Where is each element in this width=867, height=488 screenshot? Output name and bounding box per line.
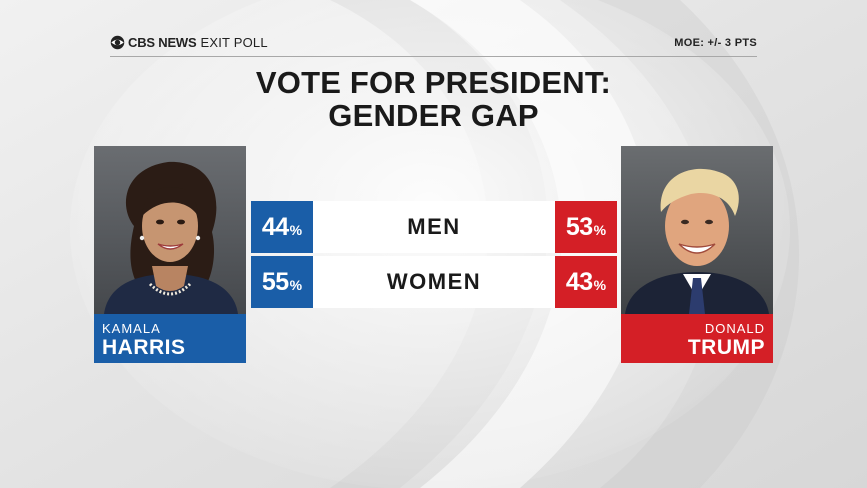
trump-last-name: TRUMP bbox=[687, 336, 765, 359]
trump-value-men: 53 bbox=[565, 212, 593, 241]
brand-name: CBS NEWS bbox=[128, 35, 197, 50]
harris-photo bbox=[94, 146, 246, 314]
header-bar: CBS NEWS EXIT POLL MOE: +/- 3 PTS bbox=[110, 34, 757, 57]
trump-value-cell: 43% bbox=[555, 256, 617, 308]
margin-of-error: MOE: +/- 3 PTS bbox=[674, 37, 757, 49]
percent-sign: % bbox=[289, 221, 303, 238]
trump-photo bbox=[621, 146, 773, 314]
category-label-men: MEN bbox=[313, 201, 555, 253]
harris-first-name: KAMALA bbox=[102, 321, 161, 336]
percent-sign: % bbox=[289, 276, 303, 293]
brand-logo: CBS NEWS EXIT POLL bbox=[110, 35, 268, 50]
chart-title-line-2: GENDER GAP bbox=[328, 98, 539, 133]
header-divider bbox=[110, 56, 757, 57]
chart-title: VOTE FOR PRESIDENT: GENDER GAP bbox=[0, 66, 867, 132]
harris-value-men: 44 bbox=[261, 212, 289, 241]
harris-value-cell: 44% bbox=[251, 201, 313, 253]
harris-value-women: 55 bbox=[261, 267, 289, 296]
percent-sign: % bbox=[593, 276, 607, 293]
trump-value-cell: 53% bbox=[555, 201, 617, 253]
chart-title-line-1: VOTE FOR PRESIDENT: bbox=[255, 65, 612, 100]
trump-value-women: 43 bbox=[565, 267, 593, 296]
category-label-women: WOMEN bbox=[313, 256, 555, 308]
harris-value-cell: 55% bbox=[251, 256, 313, 308]
table-row: 44% MEN 53% bbox=[251, 201, 617, 253]
cbs-eye-icon bbox=[110, 35, 125, 50]
percent-sign: % bbox=[593, 221, 607, 238]
brand-section: EXIT POLL bbox=[200, 35, 268, 50]
trump-first-name: DONALD bbox=[704, 321, 765, 336]
table-row: 55% WOMEN 43% bbox=[251, 256, 617, 308]
harris-last-name: HARRIS bbox=[102, 336, 186, 359]
trump-nameplate: DONALD TRUMP bbox=[621, 314, 773, 363]
harris-nameplate: KAMALA HARRIS bbox=[94, 314, 246, 363]
